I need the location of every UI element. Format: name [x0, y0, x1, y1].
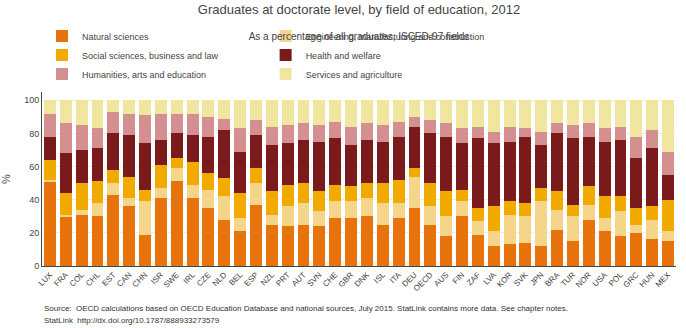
svg-text:SVN: SVN: [306, 270, 324, 288]
svg-text:TUR: TUR: [559, 270, 577, 288]
svg-text:OECD: OECD: [412, 270, 435, 293]
svg-text:USA: USA: [591, 270, 609, 288]
svg-text:100: 100: [24, 95, 39, 105]
svg-text:CHL: CHL: [84, 270, 102, 288]
svg-text:COL: COL: [68, 270, 86, 288]
svg-text:Engineering, manufacturing and: Engineering, manufacturing and construct…: [306, 32, 485, 42]
svg-text:GRC: GRC: [622, 270, 641, 289]
svg-text:As a percentage of all graduat: As a percentage of all graduates, ISCED-…: [249, 31, 470, 42]
svg-text:ISL: ISL: [372, 270, 387, 285]
svg-text:EST: EST: [100, 270, 117, 287]
svg-text:Services and agriculture: Services and agriculture: [306, 70, 403, 80]
svg-text:BRA: BRA: [543, 270, 561, 288]
svg-text:PRT: PRT: [274, 270, 292, 288]
svg-text:HUN: HUN: [638, 270, 657, 289]
svg-text:60: 60: [29, 162, 39, 172]
svg-text:20: 20: [29, 228, 39, 238]
svg-text:CHE: CHE: [321, 270, 339, 288]
svg-text:LUX: LUX: [37, 270, 55, 288]
svg-text:40: 40: [29, 195, 39, 205]
svg-text:NOR: NOR: [574, 270, 593, 289]
svg-text:CAN: CAN: [115, 270, 133, 288]
svg-text:FRA: FRA: [52, 270, 70, 288]
svg-text:StatLink http://dx.doi.org/10: StatLink http://dx.doi.org/10.1787/88893…: [44, 316, 220, 325]
svg-text:ITA: ITA: [388, 270, 403, 285]
svg-text:DEU: DEU: [400, 270, 418, 288]
svg-text:MEX: MEX: [654, 270, 673, 289]
svg-text:Health and welfare: Health and welfare: [306, 51, 381, 61]
svg-text:Humanities, arts and education: Humanities, arts and education: [82, 70, 206, 80]
svg-text:ESP: ESP: [243, 270, 261, 288]
svg-text:ISR: ISR: [149, 270, 165, 286]
svg-text:IRL: IRL: [182, 270, 198, 286]
svg-text:NZL: NZL: [259, 270, 276, 287]
svg-text:Social sciences, business and: Social sciences, business and law: [82, 51, 219, 61]
svg-text:NLD: NLD: [211, 270, 229, 288]
svg-text:Natural sciences: Natural sciences: [82, 32, 149, 42]
svg-text:KOR: KOR: [495, 270, 514, 289]
svg-text:SWE: SWE: [162, 270, 181, 289]
svg-text:AUS: AUS: [432, 270, 450, 288]
svg-text:GBR: GBR: [337, 270, 356, 289]
svg-text:SVK: SVK: [512, 270, 530, 288]
svg-text:FIN: FIN: [451, 270, 467, 286]
svg-text:CZE: CZE: [195, 270, 213, 288]
svg-text:JPN: JPN: [528, 270, 545, 287]
svg-text:0: 0: [34, 261, 39, 271]
svg-text:%: %: [0, 174, 12, 184]
svg-text:ZAF: ZAF: [465, 270, 482, 287]
svg-text:AUT: AUT: [290, 270, 308, 288]
svg-text:80: 80: [29, 129, 39, 139]
svg-text:LVA: LVA: [482, 270, 499, 287]
svg-text:BEL: BEL: [227, 270, 244, 287]
svg-text:Graduates at doctorate level,: Graduates at doctorate level, by field o…: [198, 2, 520, 17]
svg-text:DNK: DNK: [353, 270, 372, 289]
svg-text:CHN: CHN: [131, 270, 150, 289]
svg-text:POL: POL: [607, 270, 625, 288]
svg-text:Source: OECD calculations bas: Source: OECD calculations based on OECD …: [44, 304, 568, 313]
